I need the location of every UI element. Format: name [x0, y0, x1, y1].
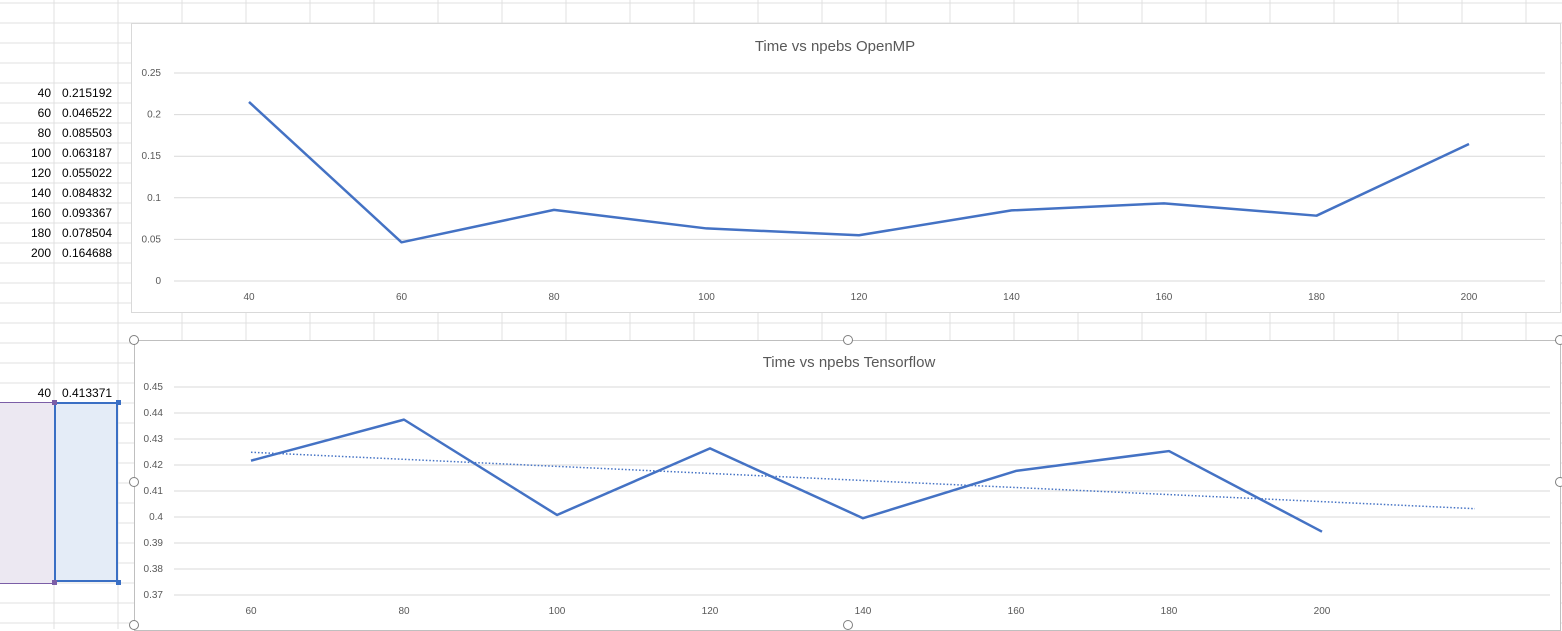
- data-point: [856, 232, 862, 238]
- x-tick-label: 160: [1156, 292, 1173, 303]
- cell-npebs[interactable]: 60: [37, 106, 51, 120]
- data-point: [1013, 468, 1019, 474]
- chart-tensorflow-plot: Time vs npebs Tensorflow 0.37 0.38 0.39 0.4…: [144, 354, 1550, 617]
- x-tick-label: 40: [243, 292, 255, 303]
- cell-npebs[interactable]: 40: [37, 86, 51, 100]
- cell-time[interactable]: 0.093367: [62, 206, 113, 220]
- y-tick-label: 0.42: [144, 460, 164, 471]
- resize-handle-top-left[interactable]: [129, 335, 139, 345]
- resize-handle-right[interactable]: [1555, 477, 1562, 487]
- y-tick-label: 0: [155, 276, 161, 287]
- data-point: [1009, 207, 1015, 213]
- data-point: [248, 458, 254, 464]
- x-tick-label: 100: [698, 292, 715, 303]
- y-tick-label: 0.43: [144, 434, 164, 445]
- resize-handle-top[interactable]: [843, 335, 853, 345]
- cell-time[interactable]: 0.215192: [62, 86, 113, 100]
- x-tick-label: 180: [1308, 292, 1325, 303]
- trendline: [250, 451, 1476, 510]
- series-line: [248, 101, 1470, 244]
- y-tick-label: 0.37: [144, 590, 164, 601]
- resize-handle-top-right[interactable]: [1555, 335, 1562, 345]
- selection-handle[interactable]: [116, 400, 121, 405]
- cell-npebs[interactable]: 100: [30, 146, 51, 160]
- x-tick-label: 120: [702, 606, 719, 617]
- chart-tensorflow[interactable]: Time vs npebs Tensorflow 0.37 0.38 0.39 0.4…: [134, 340, 1561, 631]
- x-tick-label: 80: [398, 606, 410, 617]
- data-point: [246, 99, 252, 105]
- cell-time[interactable]: 0.046522: [62, 106, 113, 120]
- chart-openmp-plot: Time vs npebs OpenMP 0 0.05 0.1 0.15 0.2 0.25…: [142, 38, 1545, 303]
- data-point: [1466, 141, 1472, 147]
- data-point: [1314, 213, 1320, 219]
- y-tick-label: 0.1: [147, 193, 161, 204]
- cell-time[interactable]: 0.413371: [62, 386, 113, 400]
- y-tick-label: 0.38: [144, 564, 164, 575]
- cell-time[interactable]: 0.063187: [62, 146, 113, 160]
- x-tick-label: 100: [549, 606, 566, 617]
- x-tick-label: 120: [851, 292, 868, 303]
- data-point: [401, 417, 407, 423]
- chart-title: Time vs npebs Tensorflow: [763, 354, 936, 371]
- data-point: [551, 207, 557, 213]
- y-tick-label: 0.45: [144, 382, 164, 393]
- series-line: [250, 418, 1323, 533]
- y-tick-label: 0.44: [144, 408, 164, 419]
- data-point: [704, 225, 710, 231]
- y-tick-label: 0.2: [147, 110, 161, 121]
- y-tick-label: 0.25: [142, 68, 162, 79]
- chart-openmp[interactable]: Time vs npebs OpenMP 0 0.05 0.1 0.15 0.2 0.25…: [131, 23, 1561, 313]
- cell-npebs[interactable]: 180: [30, 226, 51, 240]
- selection-handle[interactable]: [52, 580, 57, 585]
- y-tick-label: 0.15: [142, 151, 162, 162]
- selection-handle[interactable]: [116, 580, 121, 585]
- cell-time[interactable]: 0.078504: [62, 226, 113, 240]
- x-tick-label: 80: [548, 292, 560, 303]
- y-tick-label: 0.41: [144, 486, 164, 497]
- cell-npebs[interactable]: 160: [30, 206, 51, 220]
- y-tick-label: 0.39: [144, 538, 164, 549]
- x-tick-label: 140: [1003, 292, 1020, 303]
- data-point: [1319, 529, 1325, 535]
- x-tick-label: 60: [396, 292, 408, 303]
- selection-handle[interactable]: [52, 400, 57, 405]
- x-tick-label: 140: [855, 606, 872, 617]
- data-point: [860, 515, 866, 521]
- y-tick-label: 0.05: [142, 234, 162, 245]
- cell-time[interactable]: 0.164688: [62, 246, 113, 260]
- cell-npebs[interactable]: 120: [30, 166, 51, 180]
- x-tick-label: 200: [1461, 292, 1478, 303]
- cell-selection-range-values[interactable]: [54, 402, 118, 582]
- data-point: [399, 239, 405, 245]
- cell-selection-range[interactable]: [0, 402, 56, 584]
- cell-npebs[interactable]: 140: [30, 186, 51, 200]
- data-point: [554, 512, 560, 518]
- cell-time[interactable]: 0.084832: [62, 186, 113, 200]
- cell-npebs[interactable]: 80: [37, 126, 51, 140]
- data-point: [707, 445, 713, 451]
- y-tick-label: 0.4: [149, 512, 163, 523]
- x-tick-label: 160: [1008, 606, 1025, 617]
- x-tick-label: 180: [1161, 606, 1178, 617]
- data-point: [1166, 448, 1172, 454]
- cell-npebs[interactable]: 200: [30, 246, 51, 260]
- chart-title: Time vs npebs OpenMP: [755, 38, 915, 55]
- data-point: [1161, 200, 1167, 206]
- cell-time[interactable]: 0.055022: [62, 166, 113, 180]
- resize-handle-left[interactable]: [129, 477, 139, 487]
- cell-time[interactable]: 0.085503: [62, 126, 113, 140]
- x-tick-label: 60: [245, 606, 257, 617]
- x-tick-label: 200: [1314, 606, 1331, 617]
- cell-npebs[interactable]: 40: [37, 386, 51, 400]
